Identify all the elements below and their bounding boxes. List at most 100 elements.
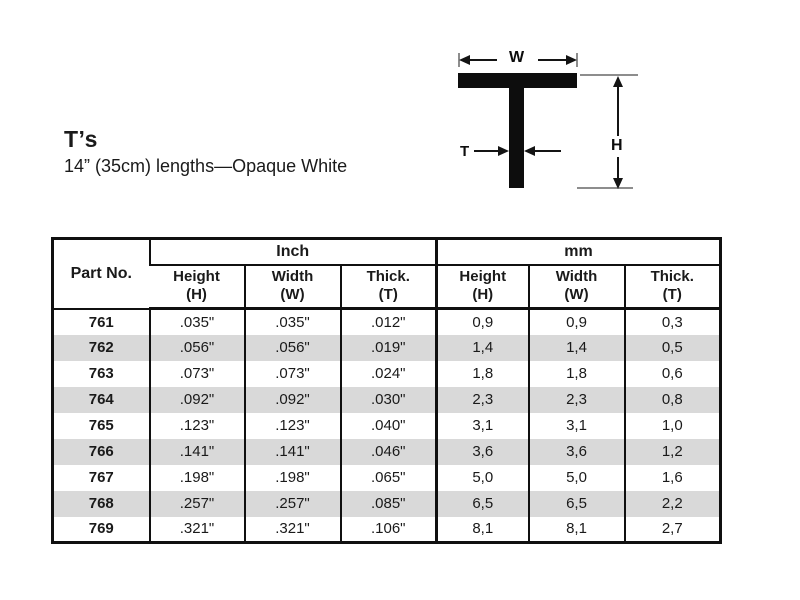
dimensions-table: Part No. Inch mm Height (H) Width (W) Th… bbox=[51, 237, 722, 544]
inch-height-cell: .321" bbox=[148, 516, 245, 543]
t-arrow-left-icon bbox=[524, 146, 535, 156]
h-dim-top-refline bbox=[580, 74, 638, 76]
part-number-cell: 767 bbox=[88, 469, 114, 486]
part-number-cell: 763 bbox=[88, 365, 114, 382]
t-profile-diagram: W H T bbox=[450, 45, 660, 205]
unit-group-header-row: Part No. Inch mm bbox=[52, 238, 721, 310]
mm-thick-cell: 0,6 bbox=[623, 360, 721, 387]
mm-thick-cell: 2,7 bbox=[623, 516, 721, 543]
table-row: 767 .198" .198" .065" 5,0 5,0 1,6 bbox=[53, 464, 721, 491]
table-row: 764 .092" .092" .030" 2,3 2,3 0,8 bbox=[52, 386, 721, 413]
part-number-cell: 761 bbox=[88, 313, 114, 331]
table-row: 761 .035" .035" .012" 0,9 0,9 0,3 bbox=[53, 308, 721, 335]
mm-width-cell: 1,8 bbox=[527, 360, 625, 387]
mm-height-cell: 1,8 bbox=[435, 360, 529, 387]
mm-width-cell: 5,0 bbox=[527, 464, 625, 491]
mm-group-header: mm bbox=[435, 238, 721, 266]
mm-height-cell: 3,1 bbox=[435, 412, 529, 439]
h-dim-bottom-refline bbox=[577, 187, 633, 189]
t-dim-shaft-left bbox=[474, 150, 498, 152]
mm-height-cell: 0,9 bbox=[435, 308, 529, 335]
mm-height-cell: 8,1 bbox=[435, 516, 529, 543]
col-header-inch-width: Width (W) bbox=[243, 264, 341, 310]
mm-thick-cell: 0,3 bbox=[623, 308, 721, 335]
h-arrow-up-icon bbox=[613, 76, 623, 87]
mm-thick-cell: 0,5 bbox=[623, 334, 721, 361]
h-dim-shaft-lower bbox=[617, 157, 619, 179]
mm-height-cell: 3,6 bbox=[435, 438, 529, 465]
w-arrow-right-icon bbox=[566, 55, 577, 65]
inch-thick-cell: .024" bbox=[339, 360, 437, 387]
h-dim-shaft-upper bbox=[617, 86, 619, 136]
col-header-inch-height: Height (H) bbox=[149, 264, 245, 310]
mm-width-cell: 0,9 bbox=[527, 308, 625, 335]
page-title: T’s bbox=[64, 126, 98, 152]
page-subtitle: 14” (35cm) lengths—Opaque White bbox=[64, 156, 348, 176]
inch-height-cell: .092" bbox=[148, 386, 245, 413]
t-dim-shaft-right bbox=[535, 150, 561, 152]
inch-width-cell: .123" bbox=[243, 412, 341, 439]
mm-width-cell: 6,5 bbox=[527, 490, 625, 517]
diagram-height-label: H bbox=[611, 137, 623, 154]
inch-thick-cell: .030" bbox=[339, 386, 437, 413]
mm-width-cell: 1,4 bbox=[527, 334, 625, 361]
mm-width-cell: 2,3 bbox=[527, 386, 625, 413]
w-dim-right-tick bbox=[576, 53, 578, 67]
mm-width-cell: 3,1 bbox=[527, 412, 625, 439]
inch-height-cell: .141" bbox=[148, 438, 245, 465]
inch-height-cell: .123" bbox=[148, 412, 245, 439]
column-header-row: Height (H) Width (W) Thick. (T) Height (… bbox=[53, 264, 721, 310]
part-number-cell: 769 bbox=[88, 520, 114, 538]
h-arrow-down-icon bbox=[613, 178, 623, 189]
table-row: 765 .123" .123" .040" 3,1 3,1 1,0 bbox=[53, 412, 721, 439]
part-no-column-header: Part No. bbox=[52, 238, 150, 310]
w-arrow-left-icon bbox=[459, 55, 470, 65]
part-number-cell: 768 bbox=[88, 495, 114, 512]
inch-width-cell: .141" bbox=[243, 438, 341, 465]
part-number-cell: 766 bbox=[88, 443, 114, 460]
col-header-mm-width: Width (W) bbox=[527, 264, 625, 310]
inch-width-cell: .257" bbox=[243, 490, 341, 517]
t-shape-stem bbox=[509, 73, 524, 188]
inch-width-cell: .321" bbox=[243, 516, 341, 543]
w-dim-shaft-right bbox=[538, 59, 566, 61]
col-header-inch-thick: Thick. (T) bbox=[339, 264, 437, 310]
table-row: 769 .321" .321" .106" 8,1 8,1 2,7 bbox=[53, 516, 721, 543]
title-block: T’s 14” (35cm) lengths—Opaque White bbox=[64, 126, 347, 177]
inch-thick-cell: .085" bbox=[339, 490, 437, 517]
inch-height-cell: .257" bbox=[148, 490, 245, 517]
part-number-cell: 764 bbox=[88, 391, 114, 408]
inch-thick-cell: .019" bbox=[339, 334, 437, 361]
inch-width-cell: .056" bbox=[243, 334, 341, 361]
inch-height-cell: .035" bbox=[148, 308, 245, 335]
inch-height-cell: .198" bbox=[148, 464, 245, 491]
mm-thick-cell: 1,0 bbox=[623, 412, 721, 439]
col-header-mm-thick: Thick. (T) bbox=[623, 264, 721, 310]
diagram-thickness-label: T bbox=[460, 143, 470, 160]
inch-width-cell: .198" bbox=[243, 464, 341, 491]
inch-thick-cell: .012" bbox=[339, 308, 437, 335]
t-arrow-right-icon bbox=[498, 146, 509, 156]
inch-thick-cell: .040" bbox=[339, 412, 437, 439]
mm-thick-cell: 1,2 bbox=[623, 438, 721, 465]
table-row: 763 .073" .073" .024" 1,8 1,8 0,6 bbox=[53, 360, 721, 387]
mm-height-cell: 5,0 bbox=[435, 464, 529, 491]
inch-width-cell: .035" bbox=[243, 308, 341, 335]
table-row: 762 .056" .056" .019" 1,4 1,4 0,5 bbox=[52, 334, 721, 361]
mm-height-cell: 6,5 bbox=[435, 490, 529, 517]
mm-thick-cell: 0,8 bbox=[623, 386, 721, 413]
inch-height-cell: .056" bbox=[148, 334, 245, 361]
mm-thick-cell: 2,2 bbox=[623, 490, 721, 517]
part-number-cell: 765 bbox=[88, 417, 114, 434]
mm-width-cell: 8,1 bbox=[527, 516, 625, 543]
inch-thick-cell: .046" bbox=[339, 438, 437, 465]
mm-width-cell: 3,6 bbox=[527, 438, 625, 465]
col-header-mm-height: Height (H) bbox=[435, 264, 529, 310]
diagram-width-label: W bbox=[509, 49, 525, 66]
table-row: 768 .257" .257" .085" 6,5 6,5 2,2 bbox=[52, 490, 721, 517]
inch-width-cell: .073" bbox=[243, 360, 341, 387]
table-row: 766 .141" .141" .046" 3,6 3,6 1,2 bbox=[52, 438, 721, 465]
mm-height-cell: 2,3 bbox=[435, 386, 529, 413]
mm-thick-cell: 1,6 bbox=[623, 464, 721, 491]
mm-height-cell: 1,4 bbox=[435, 334, 529, 361]
